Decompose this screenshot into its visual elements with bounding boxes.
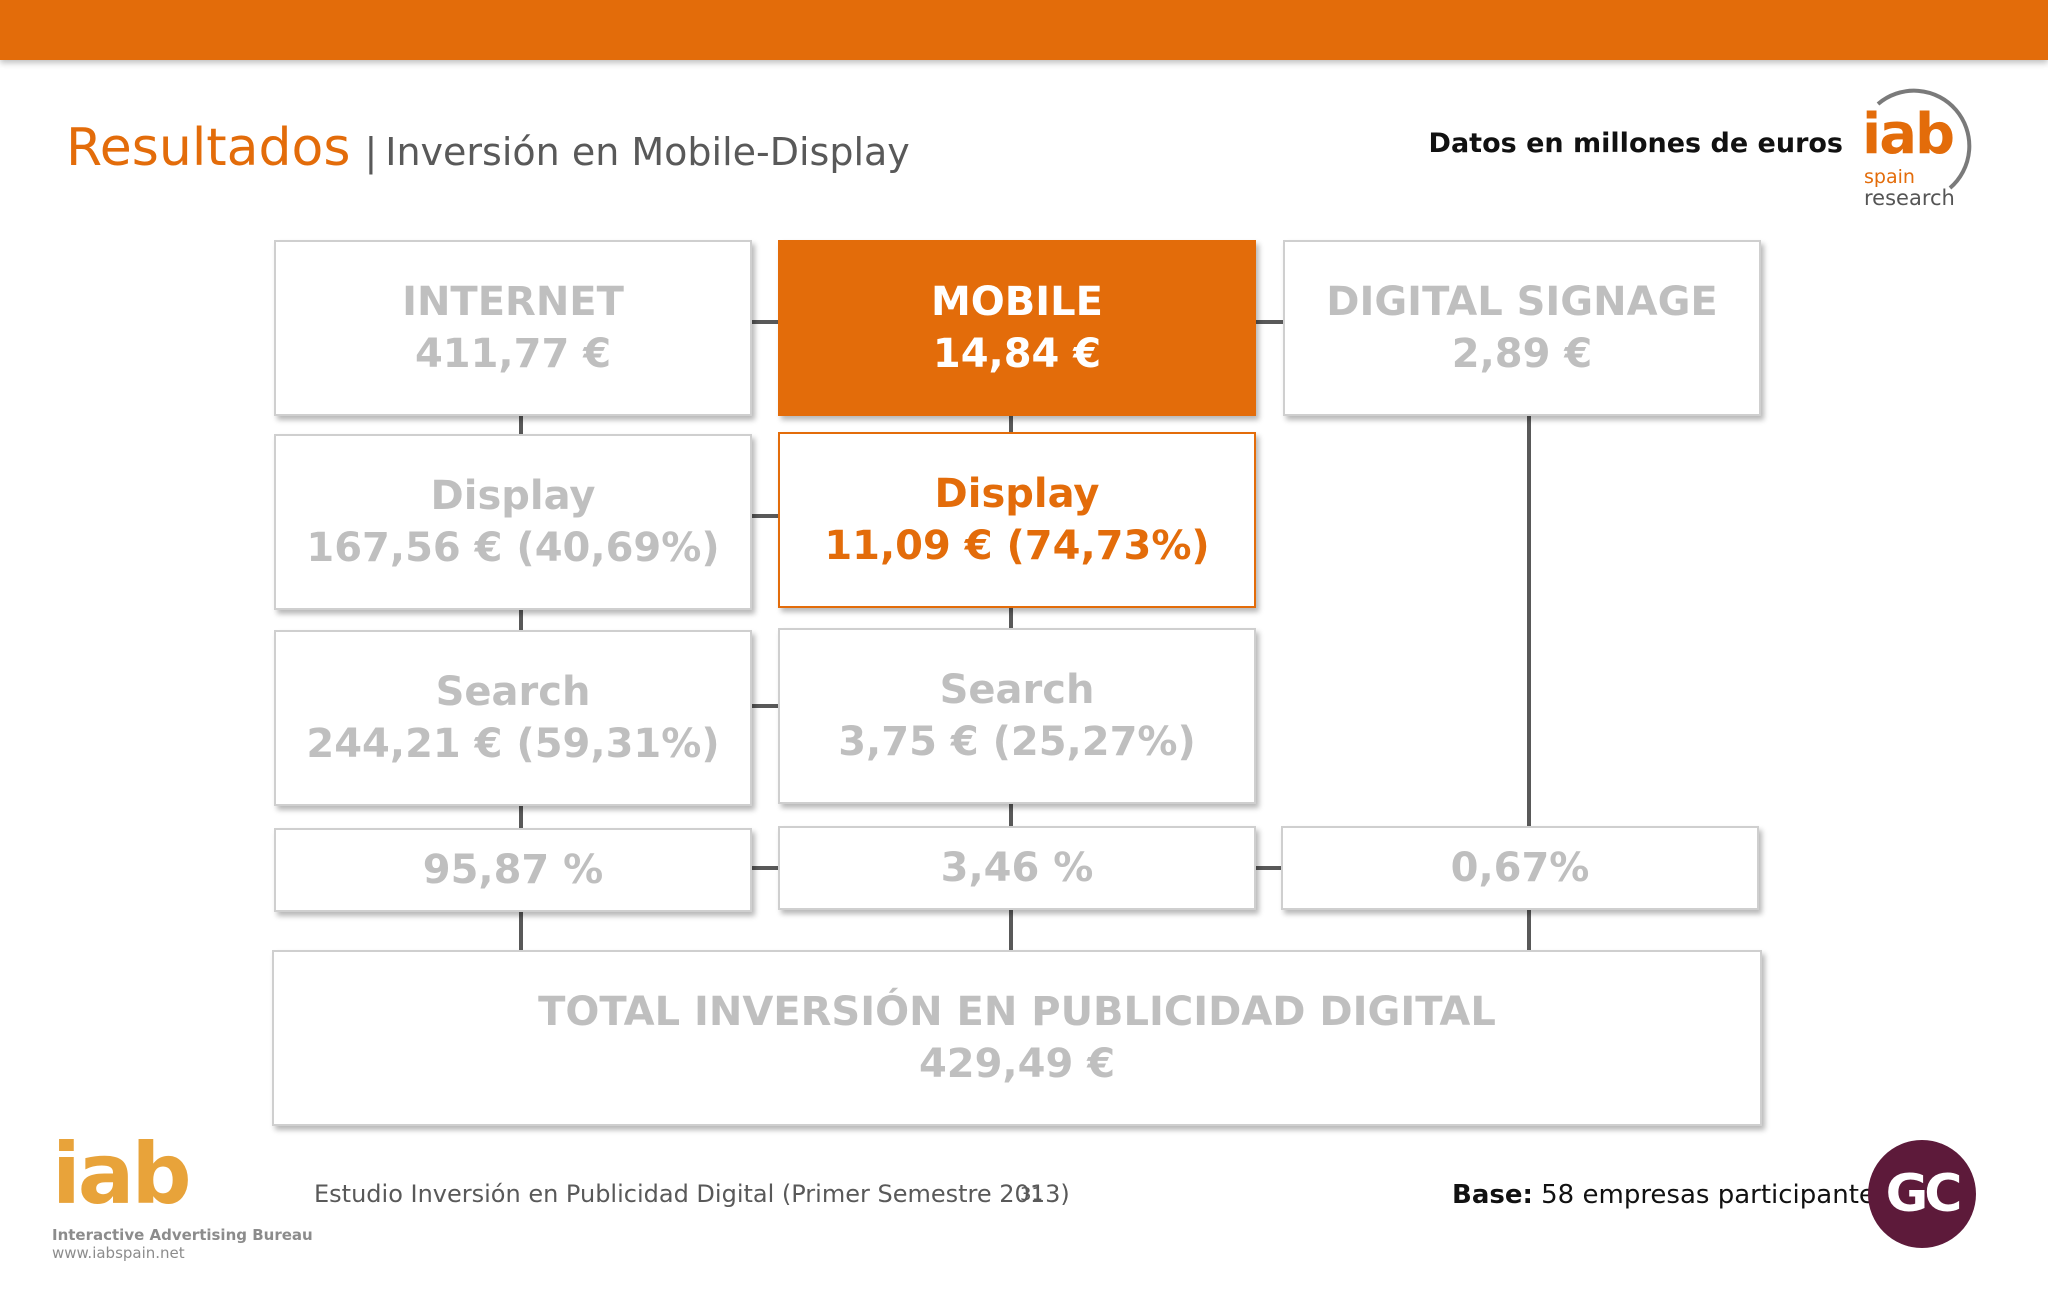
title-sub: Inversión en Mobile-Display xyxy=(385,130,910,174)
internet-display-box: Display 167,56 € (40,69%) xyxy=(274,434,752,610)
logo-word: iab xyxy=(1862,102,1955,167)
page-title: Resultados | Inversión en Mobile-Display xyxy=(66,118,910,178)
internet-value: 411,77 € xyxy=(414,331,612,377)
connector-row2-horizontal xyxy=(750,514,780,518)
title-separator: | xyxy=(364,130,378,174)
mobile-box: MOBILE 14,84 € xyxy=(778,240,1256,416)
digital-signage-box: DIGITAL SIGNAGE 2,89 € xyxy=(1283,240,1761,416)
internet-search-label: Search xyxy=(435,669,591,715)
units-note: Datos en millones de euros xyxy=(1428,128,1843,159)
mobile-display-value: 11,09 € (74,73%) xyxy=(824,523,1210,569)
study-title: Estudio Inversión en Publicidad Digital … xyxy=(314,1180,1070,1208)
iab-spain-research-logo: iab spain research xyxy=(1858,88,1978,210)
internet-label: INTERNET xyxy=(402,279,624,325)
footer-logo-tagline: Interactive Advertising Bureau xyxy=(52,1226,313,1244)
mobile-display-label: Display xyxy=(934,471,1100,517)
mobile-search-label: Search xyxy=(939,667,1095,713)
digital-signage-value: 2,89 € xyxy=(1451,331,1593,377)
base-text: 58 empresas participantes xyxy=(1541,1180,1889,1210)
total-label: TOTAL INVERSIÓN EN PUBLICIDAD DIGITAL xyxy=(538,989,1496,1035)
gc-logo: GC xyxy=(1868,1140,1976,1248)
logo-line1: spain xyxy=(1864,166,1915,188)
iab-footer-logo: iab Interactive Advertising Bureau www.i… xyxy=(52,1132,313,1262)
mobile-search-value: 3,75 € (25,27%) xyxy=(838,719,1196,765)
footer-logo-word: iab xyxy=(52,1125,192,1223)
mobile-search-box: Search 3,75 € (25,27%) xyxy=(778,628,1256,804)
base-label: Base: xyxy=(1452,1180,1533,1210)
internet-display-label: Display xyxy=(430,473,596,519)
signage-share-box: 0,67% xyxy=(1281,826,1759,910)
mobile-share-value: 3,46 % xyxy=(940,845,1094,891)
total-box: TOTAL INVERSIÓN EN PUBLICIDAD DIGITAL 42… xyxy=(272,950,1762,1126)
mobile-value: 14,84 € xyxy=(932,331,1102,377)
digital-signage-label: DIGITAL SIGNAGE xyxy=(1326,279,1718,325)
internet-share-value: 95,87 % xyxy=(422,847,604,893)
logo-line2: research xyxy=(1864,186,1955,210)
base-note: Base: 58 empresas participantes xyxy=(1452,1180,1888,1210)
total-value: 429,49 € xyxy=(918,1041,1116,1087)
mobile-share-box: 3,46 % xyxy=(778,826,1256,910)
top-accent-bar xyxy=(0,0,2048,60)
title-main: Resultados xyxy=(66,118,351,178)
internet-share-box: 95,87 % xyxy=(274,828,752,912)
footer-logo-url: www.iabspain.net xyxy=(52,1244,185,1262)
signage-share-value: 0,67% xyxy=(1450,845,1590,891)
connector-signage-vertical xyxy=(1527,410,1531,952)
page-number: 31 xyxy=(1020,1184,1043,1205)
connector-row3-horizontal xyxy=(750,704,780,708)
internet-display-value: 167,56 € (40,69%) xyxy=(306,525,720,571)
mobile-label: MOBILE xyxy=(931,279,1103,325)
internet-box: INTERNET 411,77 € xyxy=(274,240,752,416)
internet-search-box: Search 244,21 € (59,31%) xyxy=(274,630,752,806)
mobile-display-box: Display 11,09 € (74,73%) xyxy=(778,432,1256,608)
internet-search-value: 244,21 € (59,31%) xyxy=(306,721,720,767)
